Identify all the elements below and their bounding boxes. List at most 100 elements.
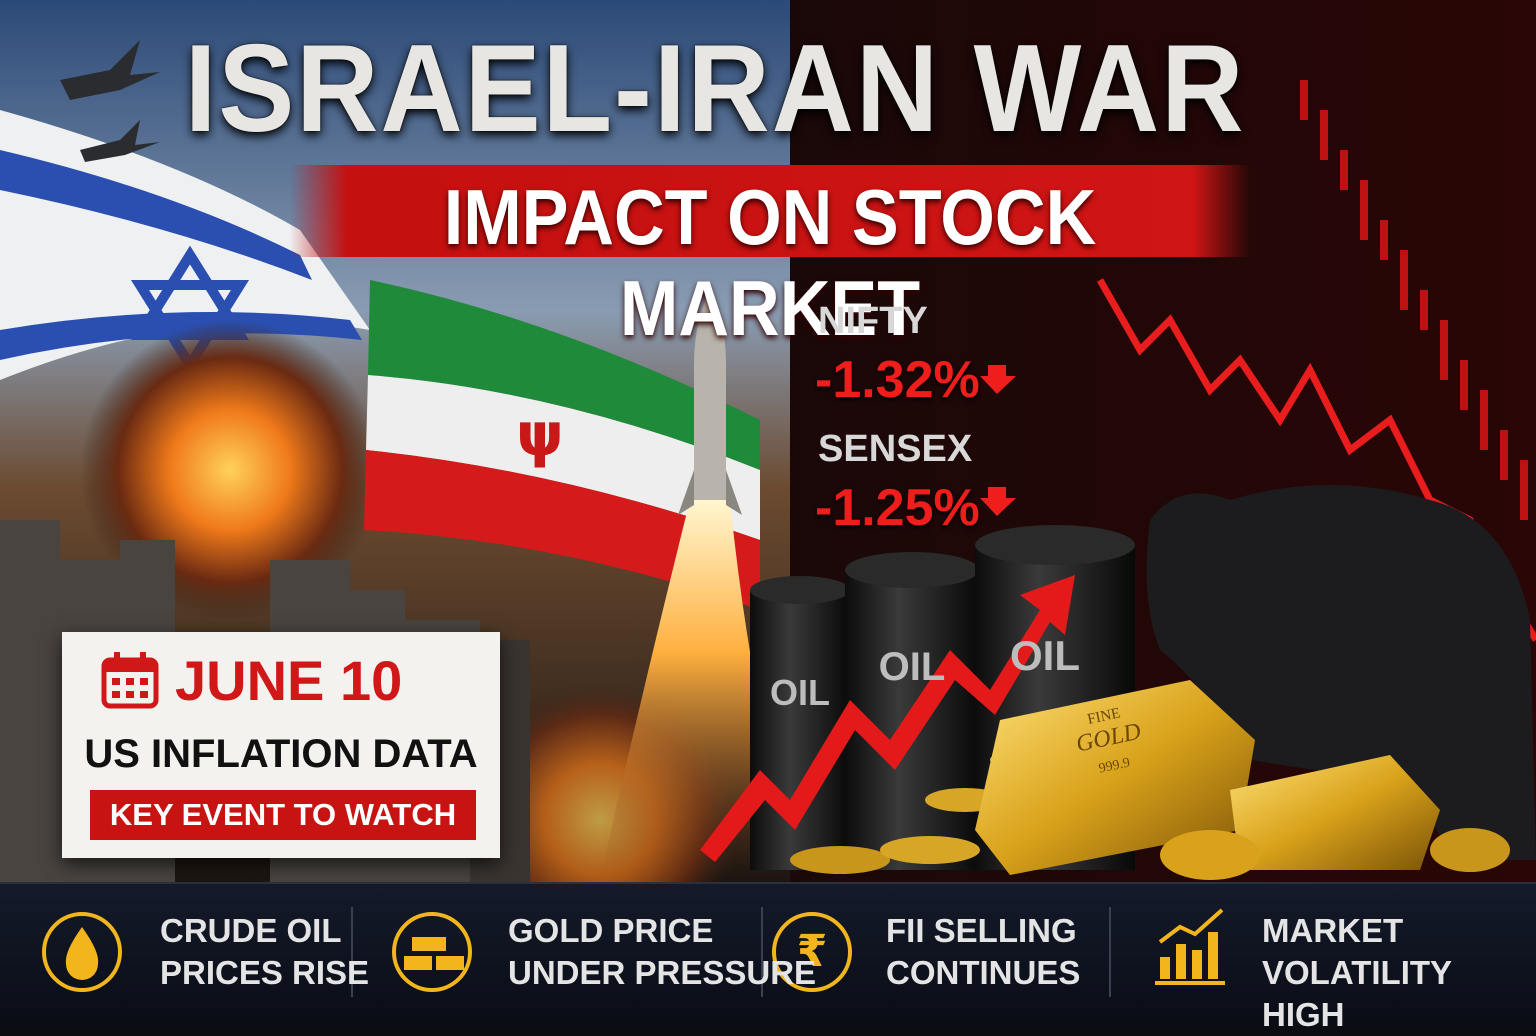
subtitle: IMPACT ON STOCK MARKET [443,173,1097,352]
event-date: JUNE 10 [175,649,403,712]
index-name: SENSEX [818,428,973,470]
footer-icons-part-part [42,912,122,992]
gold [790,680,1510,880]
footer-line: PRICES RISE [160,954,370,991]
rocket-part [694,290,726,500]
iran-flag-part [366,375,760,540]
jets-part [80,120,160,162]
calendar-icon-part [112,678,148,698]
footer-line: FII SELLING [886,912,1077,949]
index-change: -1.32% [815,351,980,409]
market-chart-part-part [1440,320,1448,380]
calendar-icon-part-part [126,678,134,685]
gold-part [1160,830,1260,880]
calendar-icon-part-part [140,678,148,685]
gold-part [1430,828,1510,872]
iran-flag-part [368,280,760,470]
barrel-label: OIL [1010,632,1080,679]
footer-line: CONTINUES [886,954,1081,991]
calendar-icon-part-part [112,678,120,685]
gold-part [1230,755,1440,870]
footer-line: MARKET [1262,912,1404,949]
chart-icon-part [1158,908,1224,944]
chart-icon-part [1160,957,1170,979]
jets [60,40,160,162]
rocket-part [726,470,742,515]
footer-icons: ₹ [42,907,1225,997]
index-name: NIFTY [818,300,928,342]
footer-line: UNDER PRESSURE [508,954,817,991]
chart-icon-part [1155,981,1225,985]
calendar-icon-part [114,652,120,666]
barrel-label: OIL [770,672,830,713]
market-chart-part-part [1360,180,1368,240]
chart-icon-part [1208,932,1218,979]
drop-icon [65,927,99,980]
gold-label: FINE [1086,705,1122,728]
gold-label: 999.9 [1098,755,1132,776]
footer-item: MARKET VOLATILITY HIGH [1262,910,1536,1036]
footer-icons-part [42,912,852,992]
rupee-icon: ₹ [797,926,828,977]
footer-icons-part-part [392,912,472,992]
gold-part [975,680,1255,875]
emblem-shape: ψ [516,400,564,470]
gold-icon-part [404,956,432,970]
iran-flag: ψ [364,280,760,610]
gold-label: GOLD [1074,719,1143,758]
event-tag: KEY EVENT TO WATCH [90,790,476,840]
subtitle-banner [290,165,1250,257]
market-chart-part-part [1520,460,1528,520]
footer-line: CRUDE OIL [160,912,342,949]
down-arrow [980,365,1016,394]
footer-icons-part [351,907,1111,997]
footer-item: GOLD PRICE UNDER PRESSURE [508,910,816,994]
gold-part [790,846,890,874]
down-arrows [980,365,1016,516]
event-title: US INFLATION DATA [84,732,478,776]
market-chart-part-part [1400,250,1408,310]
oil-barrels-part [750,576,850,604]
barrel-label: OIL [879,645,946,689]
israel-flag-part [0,312,362,360]
calendar-icon-part [140,652,146,666]
chart-icon-part [1192,950,1202,979]
footer-icons-part-part [772,912,852,992]
calendar-icon [101,652,159,709]
market-chart-part-part [1300,80,1308,120]
gold-icon-part [436,956,464,970]
footer [0,882,1536,1026]
israel-flag-part [0,150,312,280]
calendar-icon-part [104,660,156,672]
iran-flag-part [364,450,760,610]
rising-arrow [700,575,1075,862]
index-change: -1.25% [815,479,980,537]
calendar-icon-part-part [140,691,148,698]
footer-item: FII SELLING CONTINUES [886,910,1080,994]
bear [1146,485,1536,860]
footer-line: VOLATILITY HIGH [1262,954,1452,1033]
gold-icon-part [412,937,446,951]
market-chart-part-part [1340,150,1348,190]
calendar-icon-part-part [126,691,134,698]
footer-line: GOLD PRICE [508,912,714,949]
market-chart-part-part [1380,220,1388,260]
city-buildings-part [0,520,60,890]
market-chart-part-part [1420,290,1428,330]
chart-icon-part [1176,944,1186,979]
market-chart-part-part [1320,110,1328,160]
market-chart-part-part [1480,390,1488,450]
rocket-part [678,470,694,515]
illustration-labels-part: FINE GOLD 999.9 [1074,705,1143,776]
market-chart-part-part [1500,430,1508,480]
oil-barrels-part [845,552,979,588]
calendar-icon-part-part [112,691,120,698]
gold-part [880,836,980,864]
market-chart-part-part [1460,360,1468,410]
footer-item: CRUDE OIL PRICES RISE [160,910,369,994]
market-chart-part [1300,80,1528,520]
gold-icon [404,937,464,970]
